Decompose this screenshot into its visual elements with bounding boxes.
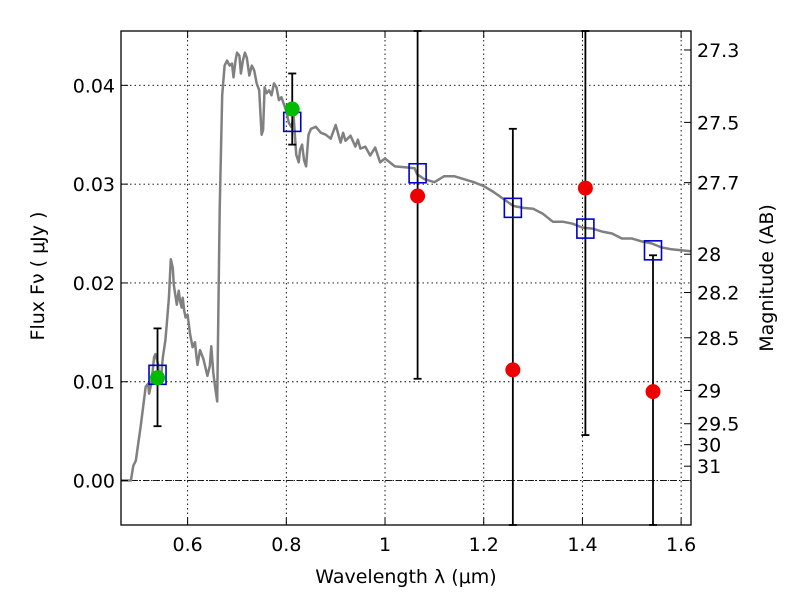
model-spectrum-line xyxy=(121,51,692,482)
mag-tick-label: 30 xyxy=(697,435,721,457)
x-tick-label: 1 xyxy=(379,534,391,556)
mag-tick-label: 28.5 xyxy=(697,328,739,350)
model-flux-square xyxy=(643,240,663,261)
nondetection-point xyxy=(505,362,521,378)
plot-frame xyxy=(120,30,692,526)
x-tick-label: 1.6 xyxy=(666,534,696,556)
error-bars xyxy=(153,30,657,526)
y-tick-label: 0.03 xyxy=(73,174,115,196)
mag-tick-label: 27.5 xyxy=(697,112,739,134)
x-tick-label: 0.6 xyxy=(173,534,203,556)
mag-tick-label: 29.5 xyxy=(697,414,739,436)
x-tick-label: 1.2 xyxy=(469,534,499,556)
y-right-axis-label: Magnitude (AB) xyxy=(756,204,778,352)
y-axis-label: Flux Fν ( μJy ) xyxy=(27,212,49,341)
mag-tick-label: 28.2 xyxy=(697,283,739,305)
mag-tick-label: 31 xyxy=(697,456,721,478)
mag-tick-label: 28 xyxy=(697,244,721,266)
nondetection-point xyxy=(577,180,593,196)
mag-tick-label: 27.3 xyxy=(697,40,739,62)
model-flux-square xyxy=(503,197,523,219)
y-tick-label: 0.04 xyxy=(73,75,115,97)
model-flux-square xyxy=(408,162,427,184)
axis-ticks xyxy=(121,31,691,525)
model-flux-square xyxy=(576,218,595,239)
model-spectrum xyxy=(121,51,692,482)
x-tick-label: 0.8 xyxy=(271,534,301,556)
mag-tick-label: 27.7 xyxy=(697,173,739,195)
measured-fluxes xyxy=(150,101,661,400)
y-tick-label: 0.01 xyxy=(73,372,115,394)
axis-tick-labels: 0.6 0.8 1 1.2 1.4 1.6 0.00 0.01 0.02 0.03 0.04 27.3… xyxy=(73,40,740,556)
gridlines xyxy=(121,31,691,525)
nondetection-point xyxy=(645,384,661,400)
mag-tick-label: 29 xyxy=(697,380,721,402)
x-tick-label: 1.4 xyxy=(567,534,597,556)
y-tick-label: 0.00 xyxy=(73,471,115,493)
detection-point xyxy=(150,370,166,386)
nondetection-point xyxy=(410,188,426,204)
x-axis-label: Wavelength λ (μm) xyxy=(315,566,496,588)
detection-point xyxy=(284,101,300,117)
y-tick-label: 0.02 xyxy=(73,273,115,295)
